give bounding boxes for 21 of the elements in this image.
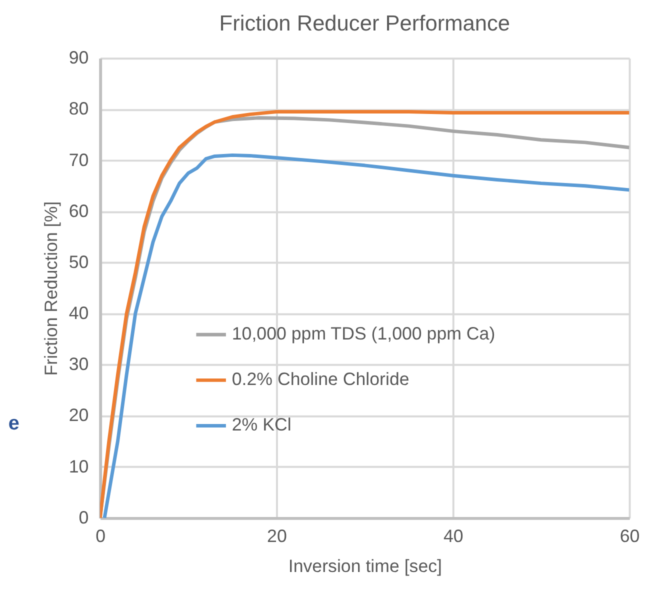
x-tick-label: 40 <box>443 526 464 546</box>
chart-title: Friction Reducer Performance <box>219 10 510 36</box>
x-tick-label: 20 <box>267 526 287 546</box>
text: e <box>8 412 20 435</box>
x-tick-label: 0 <box>96 526 106 546</box>
y-axis-title: Friction Reduction [%] <box>40 201 61 376</box>
y-tick-label: 60 <box>68 200 89 221</box>
y-tick-label: 30 <box>68 354 89 374</box>
y-tick-label: 90 <box>68 48 89 68</box>
y-tick-label: 80 <box>68 98 89 119</box>
y-tick-label: 50 <box>68 252 89 272</box>
y-tick-label: 0 <box>78 507 89 528</box>
legend-label: 2% KCl <box>232 414 292 435</box>
x-axis-title: Inversion time [sec] <box>288 556 442 576</box>
y-tick-label: 10 <box>68 456 89 476</box>
y-tick-label: 20 <box>68 405 89 426</box>
legend-label: 0.2% Choline Chloride <box>232 369 410 390</box>
x-tick-label: 60 <box>620 526 640 546</box>
y-tick-label: 70 <box>68 150 89 170</box>
legend-label: 10,000 ppm TDS (1,000 ppm Ca) <box>232 324 496 344</box>
y-tick-label: 40 <box>68 303 89 324</box>
